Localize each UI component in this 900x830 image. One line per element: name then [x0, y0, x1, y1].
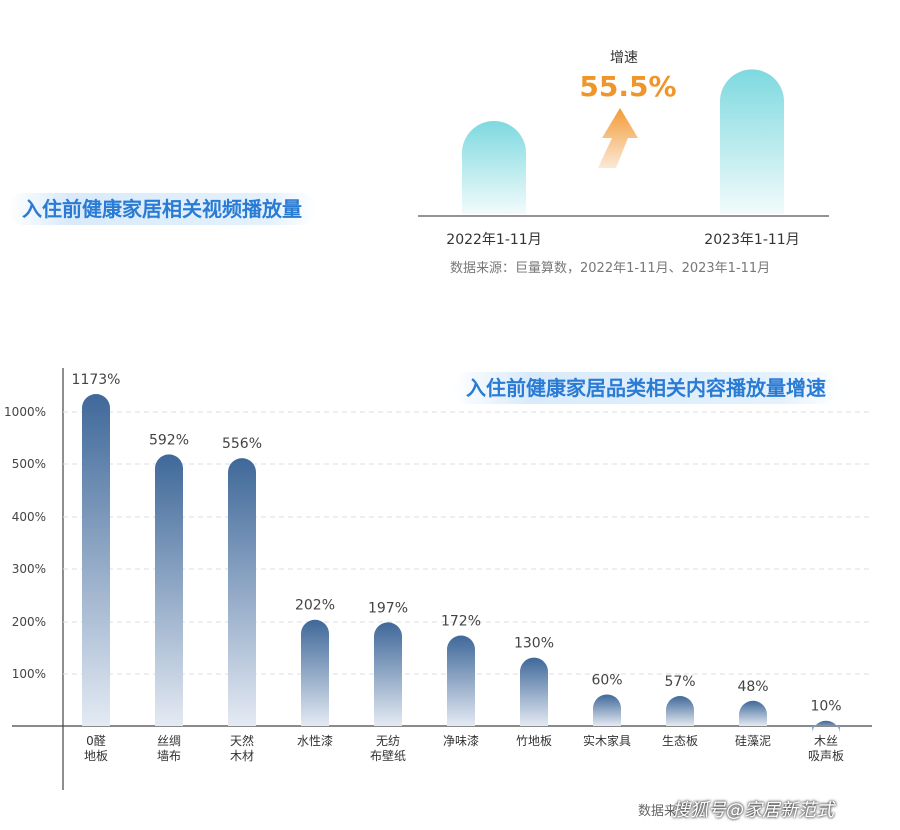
bar-value-label-1: 592%	[149, 432, 189, 448]
bar-value-label-0: 1173%	[72, 372, 121, 388]
bar-3	[301, 619, 329, 726]
growth-value: 55.5%	[579, 70, 676, 103]
bar-value-label-6: 130%	[514, 636, 554, 652]
x-category-label-4-0: 无纺	[376, 734, 400, 748]
x-category-label-0-0: 0醛	[86, 733, 106, 748]
x-category-label-2-1: 木材	[230, 749, 254, 763]
y-tick-label-2: 300%	[12, 562, 46, 576]
bar-8	[666, 696, 694, 726]
top-bar-0	[462, 121, 526, 214]
bottom-source: 数据来	[638, 804, 678, 819]
top-category-label-0: 2022年1-11月	[446, 232, 541, 248]
bar-value-label-3: 202%	[295, 598, 335, 614]
top-category-label-1: 2023年1-11月	[704, 232, 799, 248]
x-category-label-9-0: 硅藻泥	[735, 734, 771, 748]
top-chart-title: 入住前健康家居相关视频播放量	[8, 193, 316, 225]
growth-label: 增速	[610, 50, 638, 66]
bar-value-label-2: 556%	[222, 436, 262, 452]
x-category-label-4-1: 布壁纸	[370, 748, 406, 763]
x-category-label-10-1: 吸声板	[808, 749, 844, 763]
x-category-label-1-1: 墙布	[157, 749, 181, 763]
bar-6	[520, 657, 548, 726]
bar-value-label-4: 197%	[368, 600, 408, 616]
y-tick-label-5: 1000%	[4, 405, 46, 419]
x-category-label-1-0: 丝绸	[157, 734, 181, 748]
y-tick-label-1: 200%	[12, 615, 46, 629]
x-category-label-8-0: 生态板	[662, 734, 698, 748]
x-category-label-6-0: 竹地板	[516, 734, 552, 748]
bar-9	[739, 700, 767, 726]
growth-arrow-icon	[598, 108, 638, 168]
top-bar-1	[720, 69, 784, 214]
bar-5	[447, 635, 475, 726]
x-category-label-2-0: 天然	[230, 733, 254, 748]
top-source: 数据来源：巨量算数，2022年1-11月、2023年1-11月	[450, 261, 770, 276]
x-category-label-10-0: 木丝	[814, 734, 838, 748]
x-category-label-7-0: 实木家具	[583, 733, 631, 748]
bar-1	[155, 454, 183, 726]
y-tick-label-3: 400%	[12, 510, 46, 524]
bar-value-label-7: 60%	[591, 672, 622, 688]
watermark: 搜狐号@家居新范式	[672, 800, 834, 821]
bar-7	[593, 694, 621, 726]
x-category-label-5-0: 净味漆	[443, 734, 479, 748]
bottom-chart-title: 入住前健康家居品类相关内容播放量增速	[452, 372, 840, 404]
bar-value-label-8: 57%	[664, 674, 695, 690]
top-chart: 2022年1-11月 2023年1-11月 增速 55.5% 数据来源：巨量算数，…	[418, 50, 829, 276]
bar-value-label-5: 172%	[441, 614, 481, 630]
y-tick-label-0: 100%	[12, 667, 46, 681]
bar-2	[228, 458, 256, 726]
bar-4	[374, 622, 402, 726]
x-category-label-0-1: 地板	[84, 749, 108, 763]
bar-10	[812, 720, 840, 735]
bar-value-label-9: 48%	[737, 679, 768, 695]
bar-0	[82, 394, 110, 726]
bar-value-label-10: 10%	[810, 699, 841, 715]
x-category-label-3-0: 水性漆	[297, 734, 333, 748]
y-tick-label-4: 500%	[12, 457, 46, 471]
